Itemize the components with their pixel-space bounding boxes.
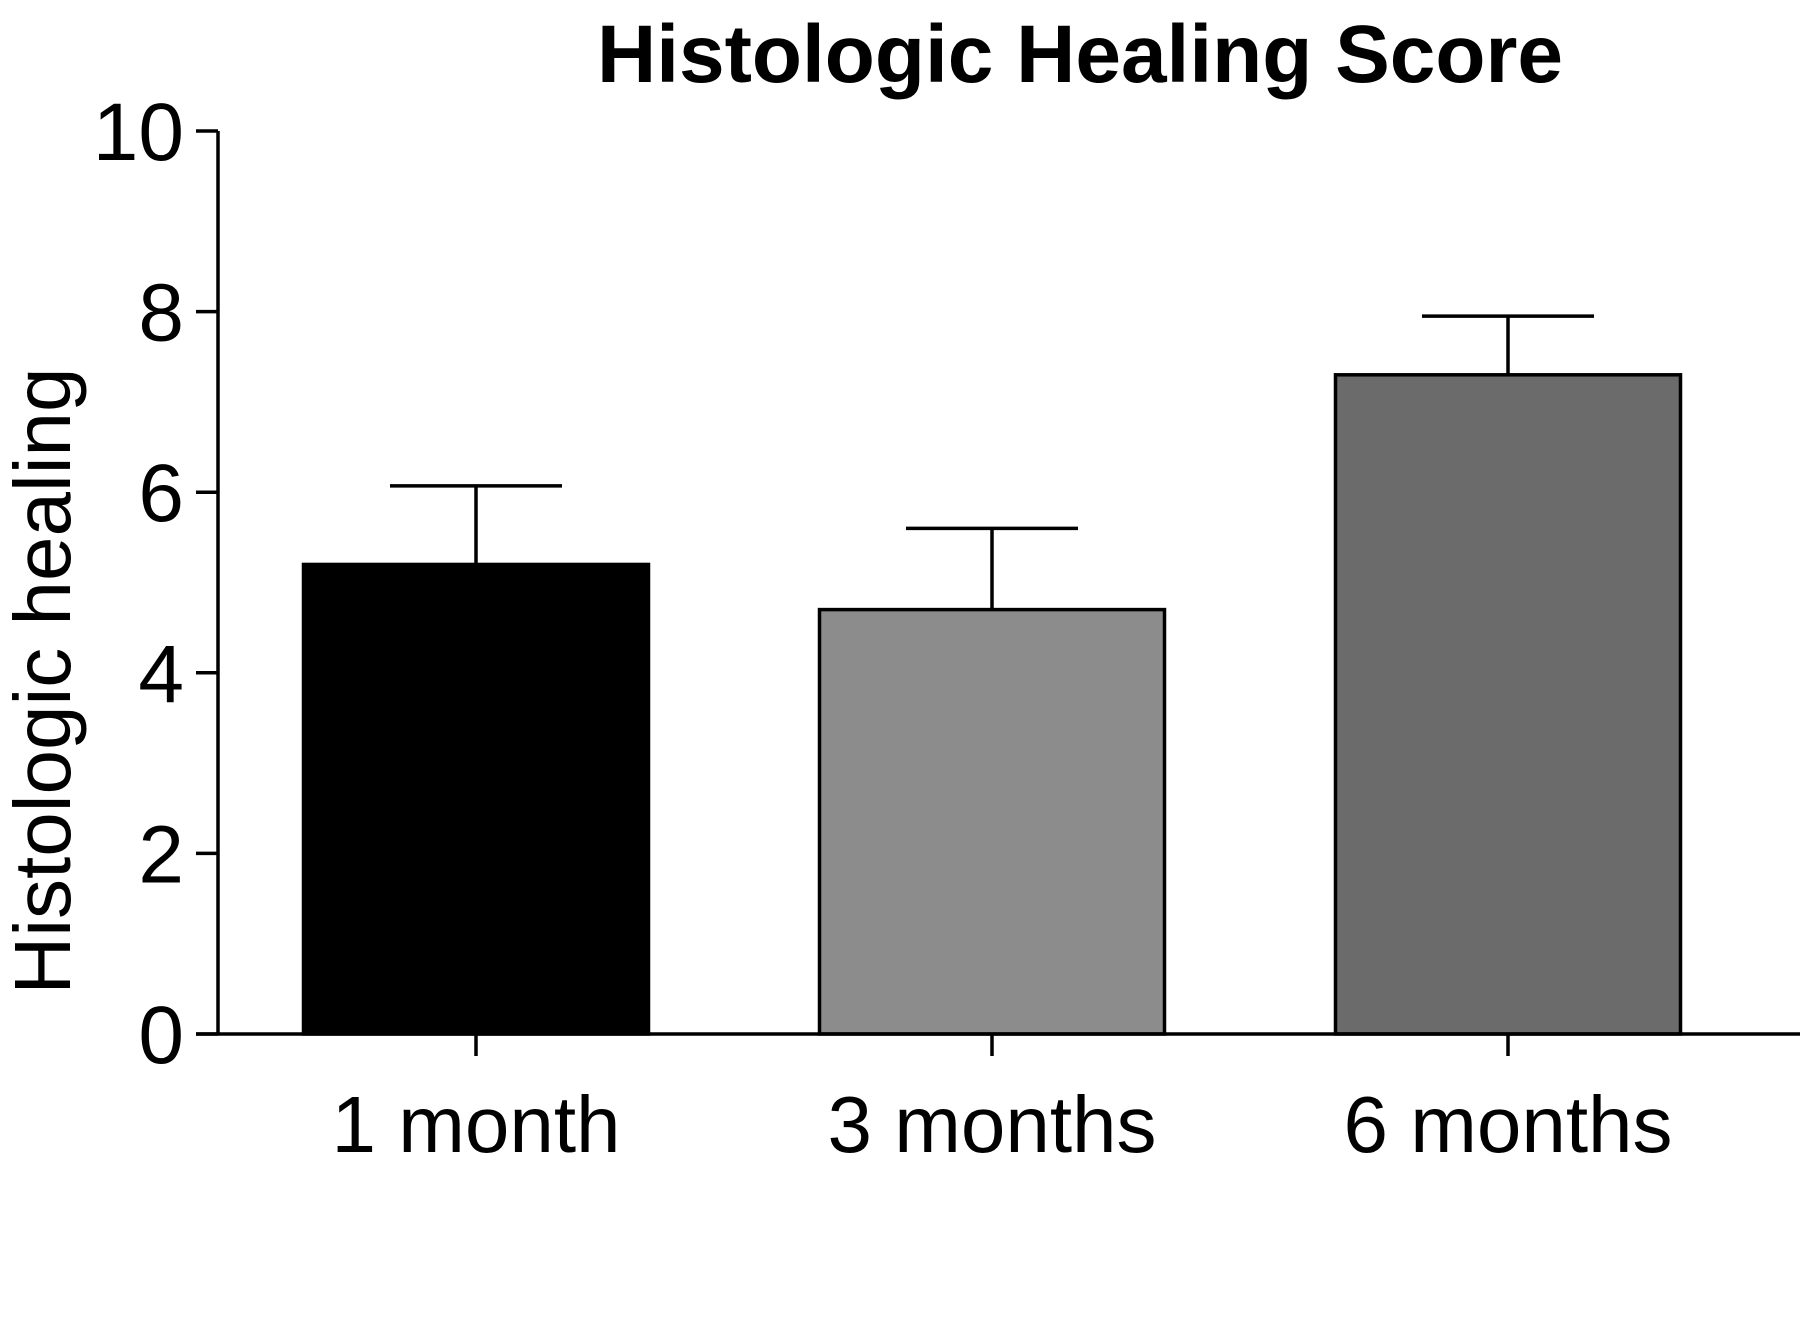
y-tick-label-4: 4 [138,629,184,720]
bar-1 [301,562,651,1036]
y-axis-label: Histologic healing [0,367,87,994]
y-tick-label-6: 6 [138,448,184,539]
y-tick-label-0: 0 [138,990,184,1081]
y-tick-label-10: 10 [93,87,184,178]
x-tick-label-3: 6 months [1343,1080,1672,1169]
x-tick-label-1: 1 month [331,1080,620,1169]
y-tick-label-2: 2 [138,809,184,900]
chart-title: Histologic Healing Score [597,9,1563,100]
bar-2 [817,607,1167,1036]
plot-area: 1 month 3 months 6 months 0 2 4 6 8 10 [93,87,1800,1169]
x-tick-label-2: 3 months [827,1080,1156,1169]
bar-3 [1333,373,1683,1036]
y-tick-label-8: 8 [138,268,184,359]
